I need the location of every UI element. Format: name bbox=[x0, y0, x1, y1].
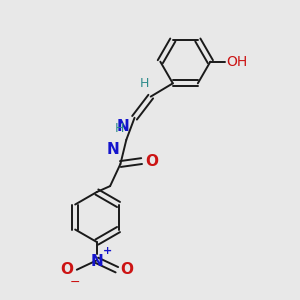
Text: O: O bbox=[120, 262, 134, 277]
Text: N: N bbox=[116, 119, 129, 134]
Text: N: N bbox=[91, 254, 103, 269]
Text: H: H bbox=[140, 77, 149, 90]
Text: O: O bbox=[145, 154, 158, 169]
Text: H: H bbox=[115, 122, 124, 135]
Text: OH: OH bbox=[226, 55, 248, 69]
Text: N: N bbox=[107, 142, 120, 157]
Text: O: O bbox=[60, 262, 73, 277]
Text: +: + bbox=[103, 246, 112, 256]
Text: −: − bbox=[69, 276, 80, 289]
